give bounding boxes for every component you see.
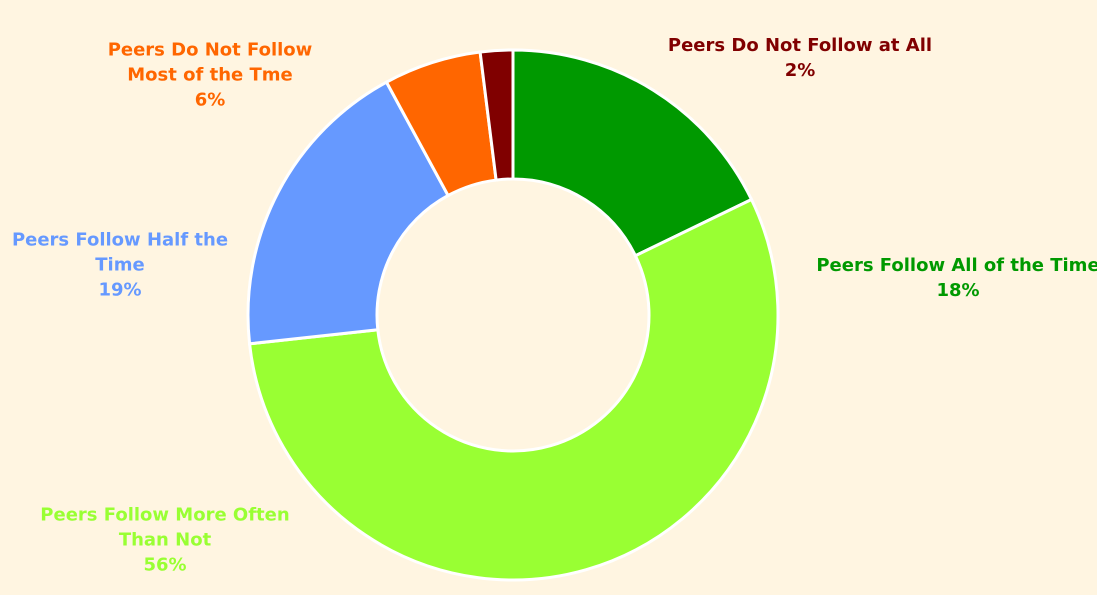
slice-label: Peers Follow Half the Time 19% <box>10 228 230 303</box>
donut-slice <box>478 48 515 182</box>
value-label: 56% <box>143 554 187 576</box>
slice-label: Peers Follow All of the Time 18% <box>813 253 1097 303</box>
category-label: Peers Do Not Follow at All <box>667 35 933 56</box>
donut-slice <box>246 80 451 346</box>
category-label: Peers Follow Half the Time <box>11 229 229 276</box>
slice-label: Peers Do Not Follow Most of the Tme 6% <box>100 38 320 113</box>
value-label: 2% <box>784 60 816 81</box>
value-label: 19% <box>98 279 142 301</box>
category-label: Peers Follow More Often Than Not <box>40 504 290 551</box>
slice-label: Peers Follow More Often Than Not 56% <box>40 503 290 578</box>
category-label: Peers Do Not Follow Most of the Tme <box>107 39 313 86</box>
value-label: 6% <box>194 89 226 111</box>
donut-slice <box>247 197 780 582</box>
category-label: Peers Follow All of the Time <box>816 255 1097 276</box>
donut-slice <box>511 48 754 258</box>
value-label: 18% <box>936 280 980 301</box>
slice-label: Peers Do Not Follow at All 2% <box>620 33 980 83</box>
